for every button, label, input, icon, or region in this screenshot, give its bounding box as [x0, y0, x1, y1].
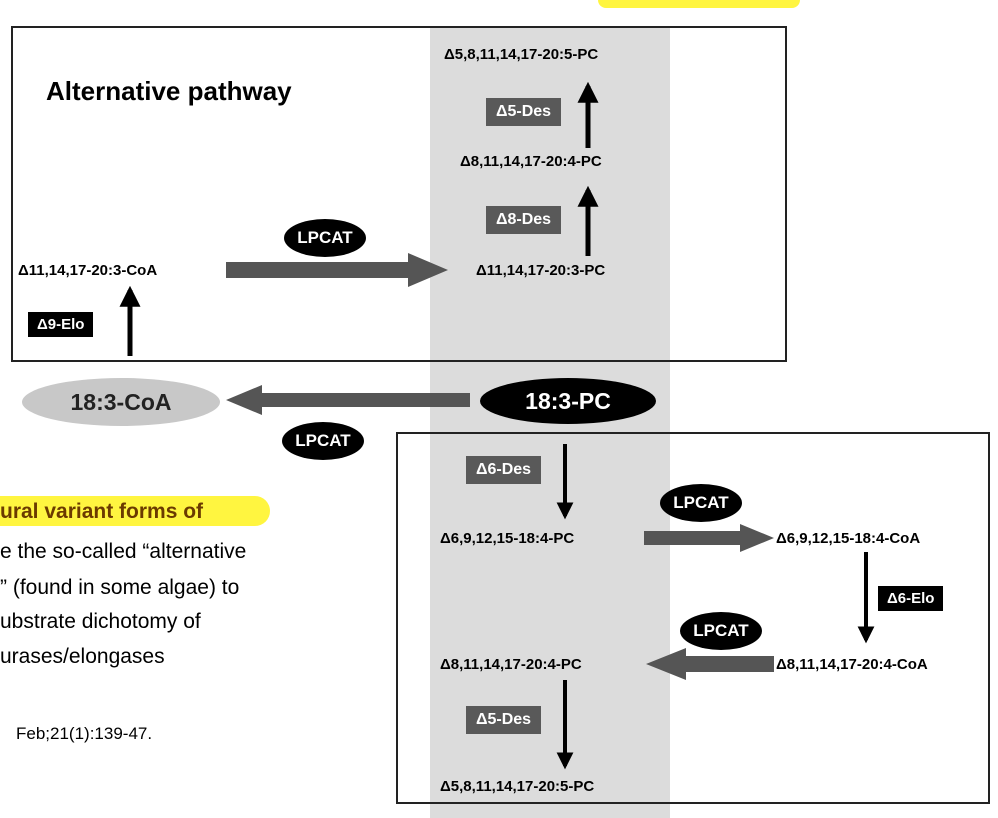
node-alt-20-3-pc: Δ11,14,17-20:3-PC: [476, 262, 606, 279]
side-text-line-3: ” (found in some algae) to: [0, 576, 240, 599]
arrow-lpcat-conv2: [646, 648, 774, 680]
arrow-lpcat-mid: [226, 385, 470, 415]
conventional-pathway-box: [396, 432, 990, 804]
side-text-line-1: ural variant forms of: [0, 500, 204, 523]
enzyme-d9-elo: Δ9-Elo: [28, 312, 94, 337]
enzyme-d6-des: Δ6-Des: [466, 456, 542, 484]
node-18-3-pc: 18:3-PC: [480, 378, 656, 424]
side-text-line-4: ubstrate dichotomy of: [0, 610, 201, 633]
arrow-lpcat-alt: [226, 253, 448, 287]
node-18-3-coa: 18:3-CoA: [22, 378, 220, 426]
side-text-line-5: urases/elongases: [0, 645, 165, 668]
node-20-4-pc: Δ8,11,14,17-20:4-PC: [440, 656, 582, 673]
enzyme-d8-des: Δ8-Des: [486, 206, 562, 234]
node-alt-20-4-pc: Δ8,11,14,17-20:4-PC: [460, 153, 602, 170]
enzyme-d5-des-conv: Δ5-Des: [466, 706, 542, 734]
alternative-pathway-box: [11, 26, 787, 362]
enzyme-d6-elo: Δ6-Elo: [878, 586, 944, 611]
enzyme-lpcat-alt: LPCAT: [284, 219, 366, 257]
alternative-pathway-title: Alternative pathway: [46, 76, 292, 106]
node-20-4-coa: Δ8,11,14,17-20:4-CoA: [776, 656, 928, 673]
enzyme-lpcat-conv2: LPCAT: [680, 612, 762, 650]
top-highlight: [598, 0, 800, 8]
reference-text: Feb;21(1):139-47.: [16, 724, 153, 743]
arrow-lpcat-conv1: [644, 524, 774, 552]
node-18-4-pc: Δ6,9,12,15-18:4-PC: [440, 530, 575, 547]
node-18-4-coa: Δ6,9,12,15-18:4-CoA: [776, 530, 921, 547]
text-highlight: [0, 496, 270, 526]
side-text-line-2: e the so-called “alternative: [0, 540, 247, 563]
node-alt-20-5-pc: Δ5,8,11,14,17-20:5-PC: [444, 46, 599, 63]
node-20-5-pc: Δ5,8,11,14,17-20:5-PC: [440, 778, 595, 795]
enzyme-lpcat-mid: LPCAT: [282, 422, 364, 460]
enzyme-d5-des-alt: Δ5-Des: [486, 98, 562, 126]
node-alt-20-3-coa: Δ11,14,17-20:3-CoA: [18, 262, 158, 279]
enzyme-lpcat-conv1: LPCAT: [660, 484, 742, 522]
